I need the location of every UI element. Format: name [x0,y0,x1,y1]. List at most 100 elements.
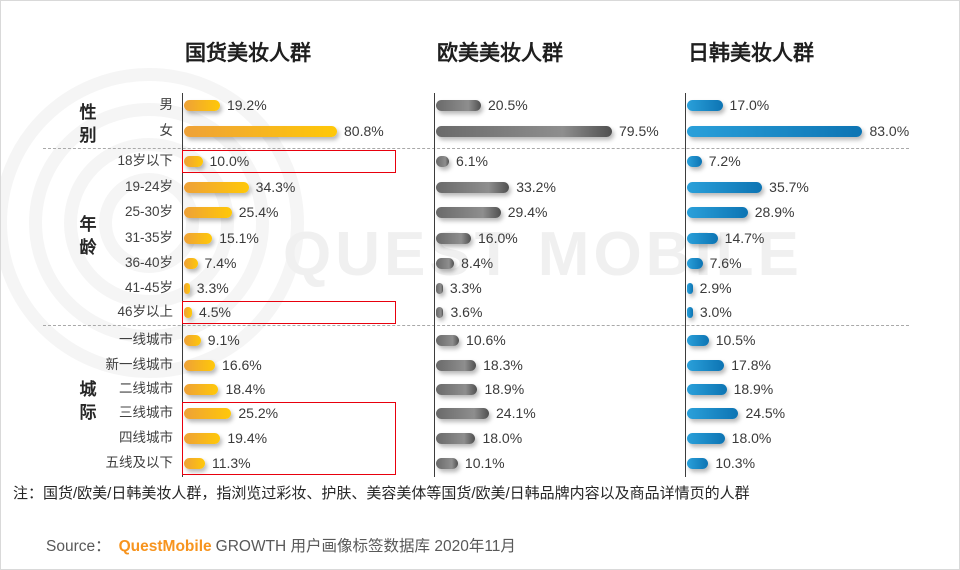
bar [435,155,450,167]
bar [183,181,249,193]
column-header-japankorea: 日韩美妆人群 [688,42,814,65]
separator-age-citytier [43,325,909,326]
axis-japankorea [684,93,686,477]
bar [686,232,718,244]
bar-value-label: 4.5% [199,304,231,320]
bar-value-label: 19.2% [226,97,267,113]
bar-value-label: 24.5% [745,405,786,421]
bar-value-label: 3.3% [449,280,482,296]
column-header-domestic: 国货美妆人群 [185,42,311,65]
bar [686,407,739,419]
bar [686,99,723,111]
bar-value-label: 7.2% [708,153,741,169]
bar-value-label: 10.0% [209,153,250,169]
bar [183,99,220,111]
bar-value-label: 24.1% [496,405,536,421]
bar-value-label: 18.4% [225,381,266,397]
bar [183,306,193,318]
bar-value-label: 16.0% [478,230,518,246]
bar [686,181,763,193]
bar-value-label: 25.2% [238,405,279,421]
section-label-citytier: 城际 [79,380,97,422]
bar [183,125,338,137]
bar-value-label: 80.8% [344,123,384,139]
bar [435,432,476,444]
separator-gender-age [43,148,909,149]
bar [686,432,725,444]
bar [686,125,863,137]
row-label: 25-30岁 [124,204,173,219]
source-rest: GROWTH 用户画像标签数据库 2020年11月 [215,538,516,555]
bar [183,359,216,371]
bar-value-label: 19.4% [227,430,268,446]
bar [435,99,481,111]
bar-value-label: 14.7% [724,230,765,246]
row-label: 18岁以下 [117,153,173,168]
source-line: Source： QuestMobile GROWTH 用户画像标签数据库 2020年… [46,534,516,556]
bar-value-label: 79.5% [618,123,659,139]
highlight-box [182,149,396,173]
bar [686,155,702,167]
bar [686,257,703,269]
column-header-western: 欧美美妆人群 [437,42,563,65]
row-label: 36-40岁 [124,255,173,270]
row-label: 二线城市 [119,381,173,396]
bar-value-label: 7.6% [709,255,742,271]
bar [435,206,501,218]
bar [435,359,477,371]
bar [686,359,725,371]
bar-value-label: 18.0% [482,430,523,446]
bar [183,457,205,469]
bar-value-label: 9.1% [207,332,240,348]
bar-value-label: 25.4% [238,204,279,220]
bar [183,232,213,244]
row-label: 五线及以下 [105,455,174,470]
section-label-gender: 性别 [79,103,97,145]
source-label: Source： [46,538,111,555]
bar-value-label: 18.9% [733,381,774,397]
bar [686,334,709,346]
row-label: 四线城市 [119,430,173,445]
row-label: 31-35岁 [124,230,173,245]
source-brand: QuestMobile [118,538,212,555]
bar [435,282,443,294]
bar-value-label: 18.0% [731,430,772,446]
row-label: 新一线城市 [105,357,174,372]
highlight-box [182,401,396,475]
bar [686,457,709,469]
bar-value-label: 83.0% [869,123,910,139]
bar-value-label: 28.9% [754,204,795,220]
row-label: 一线城市 [119,332,173,347]
bar-value-label: 3.0% [699,304,732,320]
bar-value-label: 10.3% [715,455,756,471]
row-label: 41-45岁 [124,280,173,295]
row-label: 19-24岁 [124,179,173,194]
row-label: 三线城市 [119,405,173,420]
bar-value-label: 10.1% [464,455,505,471]
bar [435,457,458,469]
bar [183,383,219,395]
bar-value-label: 3.3% [196,280,229,296]
bar-value-label: 18.9% [484,381,525,397]
bar [686,383,727,395]
bar-value-label: 16.6% [222,357,262,373]
bar-value-label: 33.2% [516,179,556,195]
bar-value-label: 15.1% [219,230,259,246]
row-label: 46岁以上 [117,304,173,319]
bar [183,206,232,218]
bar [435,257,455,269]
bar-value-label: 8.4% [461,255,494,271]
row-label: 女 [159,123,174,138]
bar [435,181,510,193]
bar-value-label: 6.1% [456,153,488,169]
section-label-age: 年龄 [79,215,97,257]
bar [686,206,748,218]
footnote: 注：国货/欧美/日韩美妆人群，指浏览过彩妆、护肤、美容美体等国货/欧美/日韩品牌… [13,485,750,502]
bar [686,306,693,318]
bar-value-label: 17.0% [729,97,770,113]
bar-value-label: 10.5% [715,332,756,348]
bar [435,125,612,137]
highlight-box [182,300,396,324]
bar [686,282,693,294]
